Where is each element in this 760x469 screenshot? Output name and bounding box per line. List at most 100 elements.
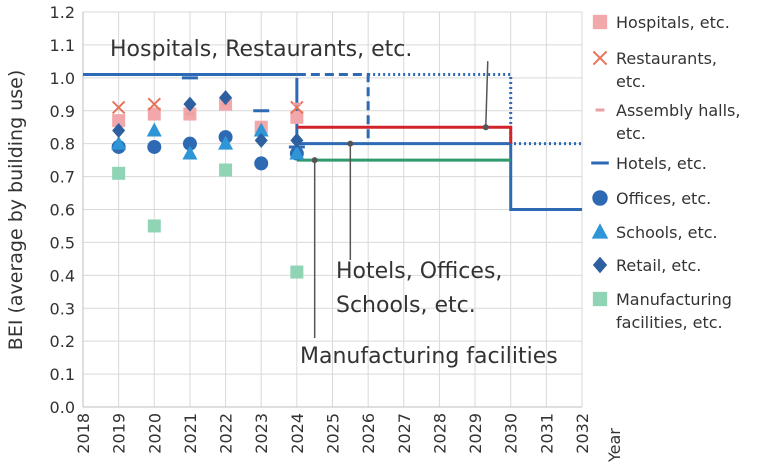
x-stroke xyxy=(147,97,161,111)
x-tick-label: 2031 xyxy=(537,413,556,454)
data-point xyxy=(112,114,126,128)
legend-label: Assembly halls, xyxy=(616,101,740,120)
x-tick-label: 2023 xyxy=(252,413,271,454)
annotation-pointer-dot xyxy=(347,140,354,147)
annotation-pointer-dot xyxy=(482,124,489,131)
data-point xyxy=(219,163,233,177)
annotation-pointer xyxy=(485,61,489,128)
legend-label: Manufacturing xyxy=(616,290,732,309)
x-tick-label: 2025 xyxy=(324,413,343,454)
data-point xyxy=(147,107,161,121)
data-point xyxy=(146,122,162,137)
legend-label: Hotels, etc. xyxy=(616,154,707,173)
x-tick-label: 2020 xyxy=(145,413,164,454)
y-tick-label: 1.2 xyxy=(50,3,75,22)
data-point xyxy=(290,265,304,279)
legend-label: etc. xyxy=(616,124,646,143)
legend-label: Offices, etc. xyxy=(616,189,711,208)
data-point xyxy=(182,145,198,160)
data-point xyxy=(219,90,233,106)
x-tick-label: 2028 xyxy=(430,413,449,454)
x-tick-label: 2029 xyxy=(466,413,485,454)
annotation-hotels-line1: Hotels, Offices, xyxy=(336,259,502,284)
target-line xyxy=(296,125,513,144)
legend-marker xyxy=(592,256,608,274)
legend-label: Hospitals, etc. xyxy=(616,13,730,32)
legend-item: Assembly halls, etc. xyxy=(595,101,740,143)
legend-label: etc. xyxy=(616,72,646,91)
legend-item: Retail, etc. xyxy=(592,256,701,275)
data-point xyxy=(112,166,126,180)
legend-label: Retail, etc. xyxy=(616,256,701,275)
axes: 0.0 0.1 0.2 0.3 0.4 0.5 0.6 0.7 0.8 0.9 1.0 1.1 1.2 2… xyxy=(50,3,592,454)
data-point xyxy=(254,132,268,148)
x-tick-label: 2027 xyxy=(395,413,414,454)
y-tick-label: 1.1 xyxy=(50,36,75,55)
target-line xyxy=(296,142,582,211)
annotation-pointer-dot xyxy=(311,157,318,164)
legend-item: Restaurants, etc. xyxy=(592,49,717,91)
legend-marker xyxy=(591,223,609,239)
x-tick-label: 2019 xyxy=(110,413,129,454)
series-6 xyxy=(112,90,304,148)
y-tick-label: 0.7 xyxy=(50,168,75,187)
legend-marker xyxy=(592,14,608,30)
data-point xyxy=(112,123,126,138)
y-tick-label: 0.4 xyxy=(50,266,75,285)
target-line xyxy=(368,73,582,146)
data-point xyxy=(218,135,234,150)
x-axis-title: Year xyxy=(605,428,624,463)
x-tick-label: 2032 xyxy=(573,413,592,454)
data-point xyxy=(290,110,304,124)
legend-item: Schools, etc. xyxy=(591,223,718,242)
x-tick-label: 2021 xyxy=(181,413,200,454)
annotation-hospitals: Hospitals, Restaurants, etc. xyxy=(110,37,412,62)
legend: Hospitals, etc.Restaurants,etc.Assembly … xyxy=(591,13,740,332)
y-tick-label: 0.0 xyxy=(50,398,75,417)
annotation-manufacturing: Manufacturing facilities xyxy=(300,344,558,369)
y-tick-label: 0.9 xyxy=(50,102,75,121)
data-point xyxy=(111,100,126,115)
y-tick-label: 0.8 xyxy=(50,135,75,154)
data-point xyxy=(290,132,304,148)
legend-item: Offices, etc. xyxy=(592,189,711,208)
data-point xyxy=(254,156,269,171)
y-tick-label: 0.2 xyxy=(50,332,75,351)
data-point xyxy=(111,135,127,150)
x-tick-label: 2024 xyxy=(288,413,307,454)
legend-label: facilities, etc. xyxy=(616,313,723,332)
data-point xyxy=(183,96,197,112)
x-tick-label: 2030 xyxy=(502,413,521,454)
x-tick-label: 2022 xyxy=(217,413,236,454)
annotation-hotels-line2: Schools, etc. xyxy=(336,293,476,318)
x-stroke xyxy=(111,100,126,115)
data-point xyxy=(147,139,162,154)
series-5 xyxy=(111,122,305,160)
legend-marker xyxy=(592,190,608,206)
series-7 xyxy=(112,163,304,279)
legend-item: Hotels, etc. xyxy=(591,154,707,173)
data-point xyxy=(147,97,161,111)
y-tick-label: 0.5 xyxy=(50,233,75,252)
x-stroke xyxy=(592,50,608,66)
legend-label: Schools, etc. xyxy=(616,223,718,242)
y-tick-label: 0.6 xyxy=(50,201,75,220)
data-markers xyxy=(111,76,305,279)
gridlines xyxy=(82,11,583,408)
legend-marker xyxy=(592,50,608,66)
legend-marker xyxy=(592,291,608,307)
legend-item: Hospitals, etc. xyxy=(592,13,730,32)
y-tick-label: 0.1 xyxy=(50,365,75,384)
legend-label: Restaurants, xyxy=(616,49,717,68)
data-point xyxy=(289,145,305,160)
data-point xyxy=(147,219,161,233)
y-axis-title: BEI (average by building use) xyxy=(5,70,27,350)
y-tick-label: 0.3 xyxy=(50,299,75,318)
annotation-pointers xyxy=(311,61,489,338)
legend-item: Manufacturing facilities, etc. xyxy=(592,290,732,332)
x-tick-label: 2026 xyxy=(359,413,378,454)
data-point xyxy=(253,122,269,137)
data-point xyxy=(182,136,197,151)
x-tick-label: 2018 xyxy=(74,413,93,454)
